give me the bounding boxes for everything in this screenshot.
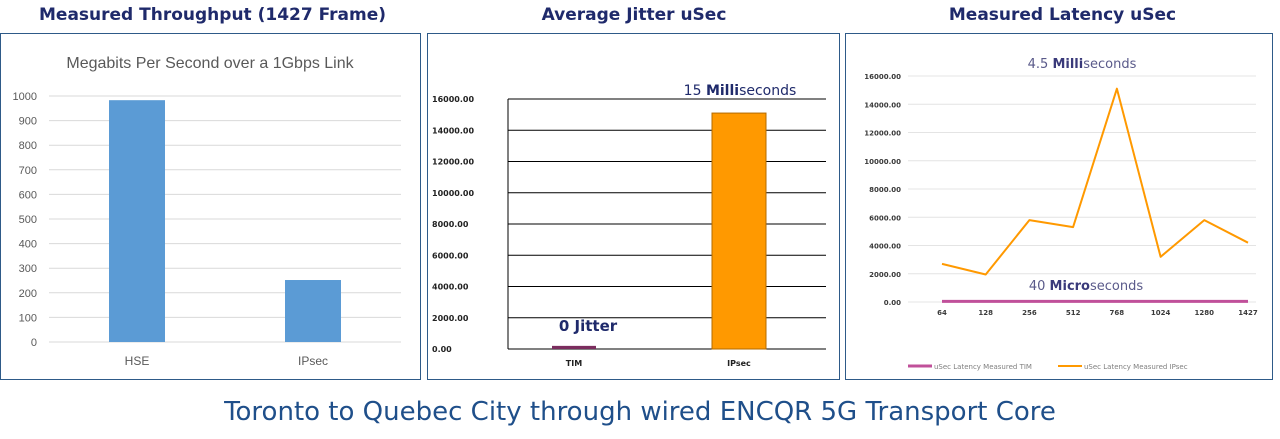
latency-heading: Measured Latency uSec [948,5,1177,25]
annotation-milliseconds: 4.5 Milliseconds [1028,57,1137,72]
y-tick-label: 8000.00 [869,186,901,194]
annotation-jitter: 0 Jitter [559,317,618,335]
y-tick-label: 300 [19,263,37,275]
y-tick-label: 6000.00 [869,214,901,222]
y-tick-label: 2000.00 [432,314,469,323]
annotation-microseconds: 40 Microseconds [1029,279,1144,294]
y-tick-label: 14000.00 [432,126,474,135]
y-tick-label: 400 [19,239,37,251]
bar-tim [552,345,596,349]
jitter-chart: 0.00 2000.00 4000.00 6000.00 8000.00 10000.00… [432,83,826,368]
y-tick-label: 10000.00 [864,158,901,166]
throughput-heading: Measured Throughput (1427 Frame) [39,5,386,25]
y-tick-label: 900 [19,116,37,128]
footer-caption: Toronto to Quebec City through wired ENC… [224,397,1056,427]
y-tick-label: 0.00 [884,299,901,307]
x-tick-label: 1024 [1151,309,1171,317]
x-tick-label: 512 [1066,309,1081,317]
x-tick-label: IPsec [727,359,751,368]
x-tick-label: 64 [937,309,947,317]
y-tick-label: 600 [19,189,37,201]
y-tick-label: 700 [19,165,37,177]
y-tick-label: 12000.00 [432,158,474,167]
x-tick-label: 1427 [1238,309,1258,317]
bar-ipsec [711,112,767,350]
y-tick-label: 2000.00 [869,271,901,279]
latency-chart: 0.00 2000.00 4000.00 6000.00 8000.00 10000.00… [864,57,1258,371]
y-tick-label: 4000.00 [869,243,901,251]
y-tick-label: 800 [19,140,37,152]
x-tick-label: TIM [566,359,582,368]
y-tick-label: 10000.00 [432,189,474,198]
annotation-milliseconds: 15 Milliseconds [684,83,797,99]
series-line-ipsec [941,87,1249,276]
y-tick-label: 16000.00 [864,73,901,81]
x-tick-label: 256 [1022,309,1037,317]
x-tick-label: 768 [1110,309,1125,317]
throughput-chart: Megabits Per Second over a 1Gbps Link 0 10… [13,55,401,368]
y-tick-label: 8000.00 [432,220,469,229]
bar-hse [109,100,165,342]
y-tick-label: 100 [19,312,37,324]
y-tick-label: 500 [19,214,37,226]
y-tick-label: 0 [31,337,37,349]
legend-label-tim: uSec Latency Measured TIM [934,363,1032,371]
x-tick-label: 1280 [1195,309,1215,317]
x-tick-label: IPsec [298,354,328,368]
jitter-heading: Average Jitter uSec [541,5,727,25]
throughput-chart-panel: Megabits Per Second over a 1Gbps Link 0 10… [0,33,421,380]
y-tick-label: 16000.00 [432,95,474,104]
y-tick-label: 12000.00 [864,130,901,138]
y-tick-label: 0.00 [432,345,452,354]
y-tick-label: 14000.00 [864,101,901,109]
bar-ipsec [285,280,341,342]
latency-chart-panel: 0.00 2000.00 4000.00 6000.00 8000.00 10000.00… [845,33,1273,380]
y-tick-label: 6000.00 [432,251,469,260]
y-tick-label: 200 [19,288,37,300]
chart-title: Megabits Per Second over a 1Gbps Link [66,55,354,72]
x-tick-label: 128 [978,309,993,317]
x-tick-label: HSE [125,354,150,368]
y-tick-label: 1000 [13,91,37,103]
jitter-chart-panel: 0.00 2000.00 4000.00 6000.00 8000.00 10000.00… [427,33,840,380]
legend-label-ipsec: uSec Latency Measured IPsec [1084,363,1188,371]
y-tick-label: 4000.00 [432,283,469,292]
